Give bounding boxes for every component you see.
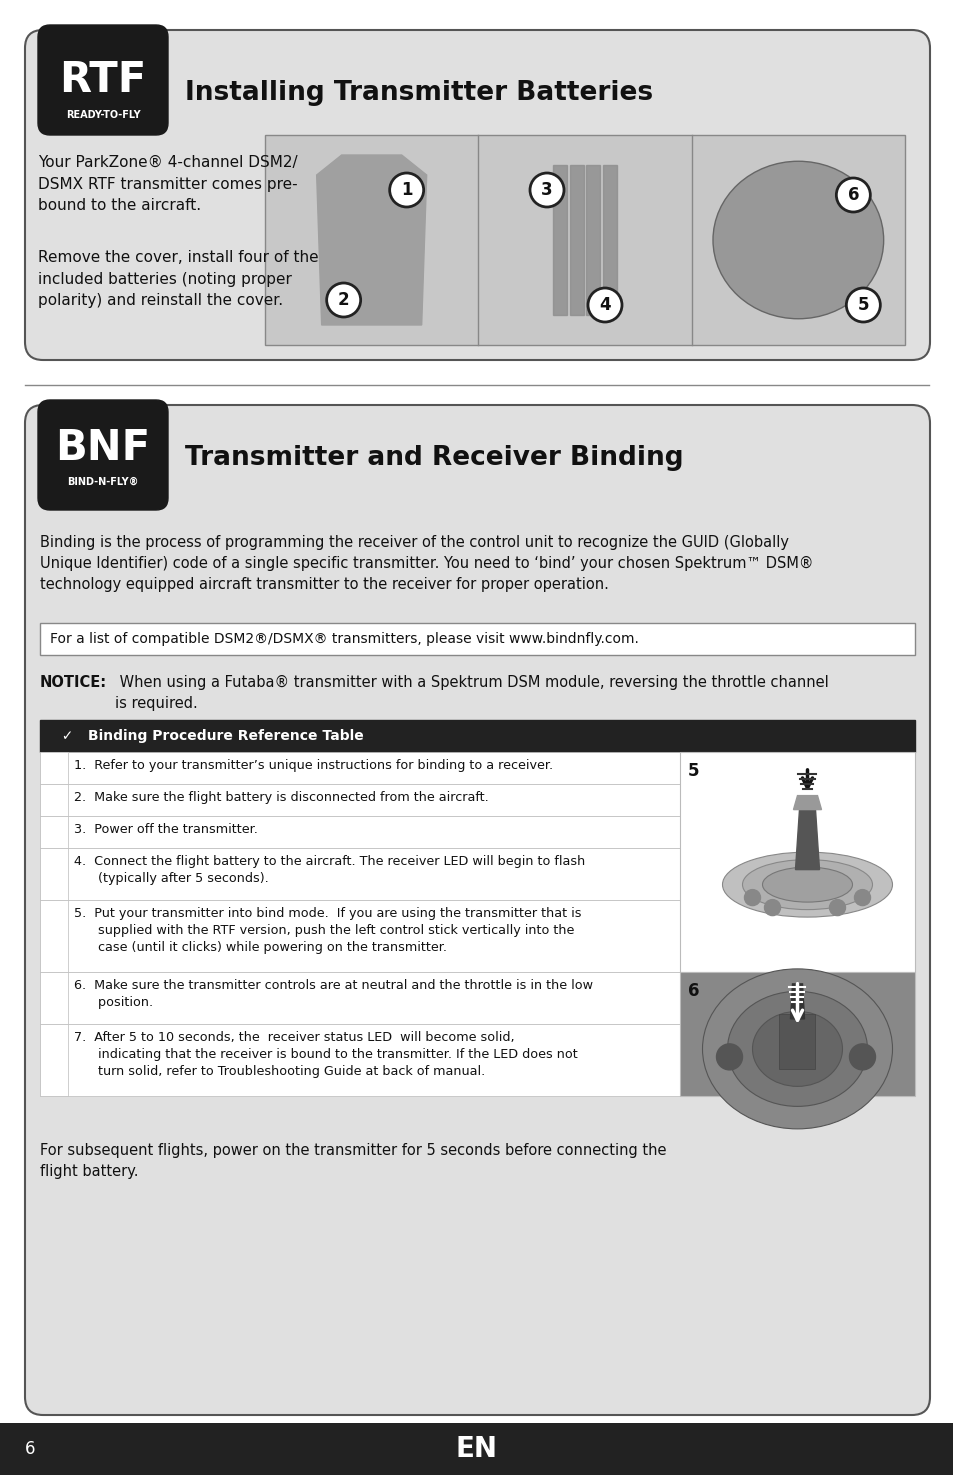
Text: For a list of compatible DSM2®/DSMX® transmitters, please visit www.bindnfly.com: For a list of compatible DSM2®/DSMX® tra… xyxy=(50,631,639,646)
Circle shape xyxy=(854,889,869,906)
Circle shape xyxy=(326,283,360,317)
FancyBboxPatch shape xyxy=(38,400,168,510)
Bar xyxy=(40,848,679,900)
FancyBboxPatch shape xyxy=(25,30,929,360)
Bar xyxy=(40,1024,68,1096)
Text: EN: EN xyxy=(456,1435,497,1463)
Bar xyxy=(40,752,679,785)
Bar xyxy=(40,900,679,972)
Polygon shape xyxy=(585,165,599,316)
Text: For subsequent flights, power on the transmitter for 5 seconds before connecting: For subsequent flights, power on the tra… xyxy=(40,1143,666,1179)
Bar xyxy=(40,622,914,655)
Bar xyxy=(40,1024,679,1096)
Text: 1.  Refer to your transmitter’s unique instructions for binding to a receiver.: 1. Refer to your transmitter’s unique in… xyxy=(74,760,553,771)
Polygon shape xyxy=(316,155,426,324)
Bar xyxy=(40,972,679,1024)
Text: Remove the cover, install four of the
included batteries (noting proper
polarity: Remove the cover, install four of the in… xyxy=(38,249,318,308)
Bar xyxy=(40,816,68,848)
Text: 4: 4 xyxy=(598,296,610,314)
Bar xyxy=(679,972,914,1096)
Bar xyxy=(779,1013,815,1069)
Text: 6.  Make sure the transmitter controls are at neutral and the throttle is in the: 6. Make sure the transmitter controls ar… xyxy=(74,979,593,1009)
Text: READY-TO-FLY: READY-TO-FLY xyxy=(66,111,140,119)
Bar xyxy=(40,972,68,1024)
Text: 6: 6 xyxy=(25,1440,35,1457)
Ellipse shape xyxy=(701,969,892,1128)
Ellipse shape xyxy=(721,853,892,917)
Text: 2: 2 xyxy=(337,291,349,308)
Text: 5.  Put your transmitter into bind mode.  If you are using the transmitter that : 5. Put your transmitter into bind mode. … xyxy=(74,907,581,954)
Text: Your ParkZone® 4-channel DSM2/
DSMX RTF transmitter comes pre-
bound to the airc: Your ParkZone® 4-channel DSM2/ DSMX RTF … xyxy=(38,155,297,214)
FancyBboxPatch shape xyxy=(38,25,168,136)
Ellipse shape xyxy=(712,161,882,319)
Polygon shape xyxy=(553,165,566,316)
Text: 7.  After 5 to 10 seconds, the  receiver status LED  will become solid,
      in: 7. After 5 to 10 seconds, the receiver s… xyxy=(74,1031,578,1078)
Circle shape xyxy=(587,288,621,322)
Text: NOTICE:: NOTICE: xyxy=(40,676,107,690)
Text: 4.  Connect the flight battery to the aircraft. The receiver LED will begin to f: 4. Connect the flight battery to the air… xyxy=(74,855,584,885)
Bar xyxy=(0,1423,953,1475)
Text: 5: 5 xyxy=(687,763,699,780)
Polygon shape xyxy=(602,165,617,316)
Polygon shape xyxy=(569,165,583,316)
Ellipse shape xyxy=(752,1012,841,1087)
Text: When using a Futaba® transmitter with a Spektrum DSM module, reversing the throt: When using a Futaba® transmitter with a … xyxy=(115,676,828,711)
Text: ✓   Binding Procedure Reference Table: ✓ Binding Procedure Reference Table xyxy=(52,729,363,743)
Text: 2.  Make sure the flight battery is disconnected from the aircraft.: 2. Make sure the flight battery is disco… xyxy=(74,791,488,804)
Bar xyxy=(40,752,68,785)
Polygon shape xyxy=(793,795,821,810)
Polygon shape xyxy=(790,984,803,1019)
Bar xyxy=(40,785,679,816)
Text: RTF: RTF xyxy=(59,59,147,100)
Text: 6: 6 xyxy=(687,982,699,1000)
Ellipse shape xyxy=(761,867,852,903)
Circle shape xyxy=(845,288,880,322)
Circle shape xyxy=(530,173,563,207)
Text: BNF: BNF xyxy=(55,426,151,469)
Text: 5: 5 xyxy=(857,296,868,314)
Bar xyxy=(40,720,914,752)
Text: 3: 3 xyxy=(540,181,552,199)
Text: 1: 1 xyxy=(400,181,412,199)
Polygon shape xyxy=(795,810,819,870)
Circle shape xyxy=(389,173,423,207)
Circle shape xyxy=(716,1044,741,1069)
Text: BIND-N-FLY®: BIND-N-FLY® xyxy=(67,476,138,487)
Circle shape xyxy=(743,889,760,906)
Text: Installing Transmitter Batteries: Installing Transmitter Batteries xyxy=(185,80,653,106)
Circle shape xyxy=(763,900,780,916)
Ellipse shape xyxy=(727,991,866,1106)
Circle shape xyxy=(848,1044,875,1069)
Circle shape xyxy=(836,178,869,212)
Text: 6: 6 xyxy=(846,186,859,204)
Text: Binding is the process of programming the receiver of the control unit to recogn: Binding is the process of programming th… xyxy=(40,535,813,591)
Bar xyxy=(40,785,68,816)
Bar xyxy=(679,752,914,972)
Bar xyxy=(40,816,679,848)
Text: Transmitter and Receiver Binding: Transmitter and Receiver Binding xyxy=(185,445,683,471)
Bar xyxy=(40,900,68,972)
Bar xyxy=(265,136,904,345)
FancyBboxPatch shape xyxy=(25,406,929,1415)
Bar xyxy=(40,848,68,900)
Ellipse shape xyxy=(741,860,872,910)
Circle shape xyxy=(828,900,844,916)
Text: 3.  Power off the transmitter.: 3. Power off the transmitter. xyxy=(74,823,257,836)
